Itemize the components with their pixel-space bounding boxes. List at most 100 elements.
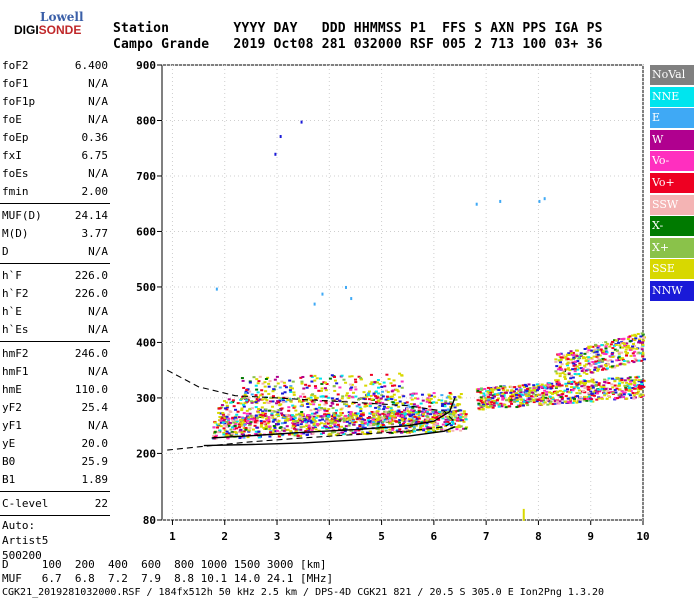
echo-point: [313, 385, 317, 388]
echo-point: [444, 422, 448, 425]
echo-point: [397, 409, 401, 412]
echo-point: [361, 433, 365, 436]
echo-point: [268, 380, 272, 383]
echo-point: [541, 396, 545, 399]
echo-point: [282, 429, 286, 432]
echo-point: [631, 342, 635, 345]
echo-point: [381, 401, 385, 404]
echo-point: [409, 421, 413, 424]
echo-point: [310, 380, 314, 383]
echo-point: [300, 414, 304, 417]
echo-point: [430, 401, 434, 404]
echo-point: [245, 399, 249, 402]
echo-point: [583, 387, 587, 390]
echo-point: [641, 354, 645, 357]
legend-item: SSW: [650, 194, 694, 215]
echo-point: [620, 390, 624, 393]
echo-point: [379, 397, 383, 400]
echo-point: [406, 422, 410, 425]
echo-point: [421, 399, 425, 402]
echo-point: [497, 404, 501, 407]
echo-point: [298, 416, 302, 419]
echo-point: [274, 430, 278, 433]
echo-point: [568, 369, 572, 372]
echo-point: [578, 362, 582, 365]
echo-point: [620, 377, 624, 380]
echo-point: [344, 414, 348, 417]
echo-point: [278, 399, 282, 402]
echo-point: [372, 392, 376, 395]
echo-point: [257, 436, 261, 439]
echo-point: [626, 384, 630, 387]
echo-point: [541, 394, 545, 397]
echo-point: [212, 434, 216, 437]
legend-item: X-: [650, 216, 694, 237]
echo-point: [501, 397, 505, 400]
echo-point: [505, 389, 509, 392]
echo-point: [545, 390, 549, 393]
echo-point: [541, 386, 545, 389]
echo-point: [608, 345, 612, 348]
echo-point: [587, 388, 591, 391]
echo-point: [412, 413, 416, 416]
echo-point: [276, 415, 280, 418]
echo-point: [352, 391, 356, 394]
echo-point: [618, 357, 622, 360]
echo-point: [610, 366, 614, 369]
echo-point: [536, 385, 540, 388]
echo-point: [325, 383, 329, 386]
y-tick-label: 300: [136, 392, 156, 405]
param-label: foEp: [2, 131, 29, 144]
echo-point: [631, 352, 635, 355]
echo-point: [369, 373, 373, 376]
echo-point: [245, 412, 249, 415]
echo-point: [451, 422, 455, 425]
echo-point: [437, 399, 441, 402]
echo-point: [449, 397, 453, 400]
echo-point: [286, 398, 290, 401]
echo-point: [264, 409, 268, 412]
echo-point: [245, 409, 249, 412]
echo-point: [617, 352, 621, 355]
echo-point: [299, 423, 303, 426]
param-value: N/A: [88, 95, 108, 108]
echo-point: [548, 383, 552, 386]
echo-point: [387, 378, 391, 381]
echo-point: [309, 396, 313, 399]
legend-item: SSE: [650, 259, 694, 280]
echo-point: [310, 375, 314, 378]
echo-point: [243, 402, 247, 405]
echo-point: [318, 406, 322, 409]
echo-point: [340, 412, 344, 415]
param-label: hmF2: [2, 347, 29, 360]
echo-point: [581, 382, 585, 385]
echo-point: [235, 427, 239, 430]
echo-point: [396, 412, 400, 415]
echo-point: [401, 415, 405, 418]
echo-point: [231, 434, 235, 437]
echo-point: [233, 419, 237, 422]
echo-point: [424, 425, 428, 428]
echo-point: [398, 372, 402, 375]
echo-point: [328, 377, 332, 380]
echo-point: [364, 384, 368, 387]
y-tick-label: 900: [136, 59, 156, 72]
echo-point: [397, 385, 401, 388]
echo-point: [351, 396, 355, 399]
echo-point: [526, 395, 530, 398]
echo-point: [380, 417, 384, 420]
echo-point: [360, 420, 364, 423]
echo-point: [543, 401, 547, 404]
echo-point: [487, 398, 491, 401]
echo-point: [631, 392, 635, 395]
echo-point: [282, 381, 286, 384]
echo-point: [249, 414, 253, 417]
echo-point: [300, 382, 304, 385]
echo-point: [361, 424, 365, 427]
echo-point: [520, 398, 524, 401]
echo-point: [285, 396, 289, 399]
echo-point: [385, 407, 389, 410]
echo-point: [434, 412, 438, 415]
echo-point: [362, 422, 366, 425]
echo-point: [440, 428, 444, 431]
